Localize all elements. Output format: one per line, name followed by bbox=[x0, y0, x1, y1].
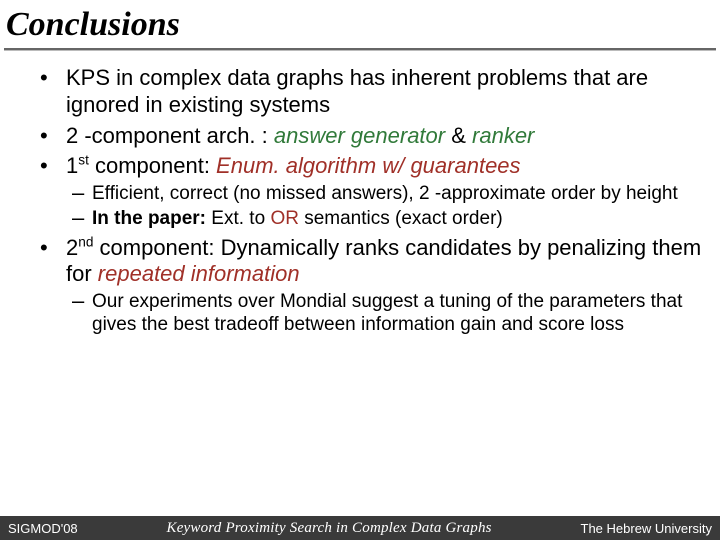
bullet-2-answer-generator: answer generator bbox=[274, 123, 445, 148]
bullet-3-sub-1: Efficient, correct (no missed answers), … bbox=[92, 182, 702, 205]
bullet-3-sub-2: In the paper: Ext. to OR semantics (exac… bbox=[92, 207, 702, 230]
title-divider bbox=[4, 48, 716, 51]
bullet-4-sub-1-text: Our experiments over Mondial suggest a t… bbox=[92, 291, 682, 335]
bullet-3-sub-2-mid: Ext. to bbox=[206, 208, 270, 229]
footer-center: Keyword Proximity Search in Complex Data… bbox=[78, 520, 581, 537]
footer-right: The Hebrew University bbox=[581, 521, 713, 536]
footer-bar: SIGMOD'08 Keyword Proximity Search in Co… bbox=[0, 516, 720, 540]
bullet-3-sup: st bbox=[78, 153, 89, 168]
bullet-4-pre: 2 bbox=[66, 235, 78, 260]
bullet-1-text: KPS in complex data graphs has inherent … bbox=[66, 65, 648, 117]
bullet-3-mid: component: bbox=[89, 153, 216, 178]
bullet-4-sup: nd bbox=[78, 234, 93, 249]
bullet-3-sub-1-text: Efficient, correct (no missed answers), … bbox=[92, 183, 678, 204]
bullet-4: 2nd component: Dynamically ranks candida… bbox=[66, 235, 702, 337]
slide-title: Conclusions bbox=[0, 0, 720, 48]
bullet-3-sub-2-bold: In the paper: bbox=[92, 208, 206, 229]
bullet-3-sub-2-tail: semantics (exact order) bbox=[299, 208, 503, 229]
slide-body: KPS in complex data graphs has inherent … bbox=[0, 65, 720, 337]
bullet-2: 2 -component arch. : answer generator & … bbox=[66, 123, 702, 150]
bullet-3-sublist: Efficient, correct (no missed answers), … bbox=[66, 182, 702, 230]
bullet-4-repeated-info: repeated information bbox=[98, 261, 300, 286]
bullet-list: KPS in complex data graphs has inherent … bbox=[18, 65, 702, 337]
bullet-1: KPS in complex data graphs has inherent … bbox=[66, 65, 702, 119]
footer-left: SIGMOD'08 bbox=[8, 521, 78, 536]
bullet-3-sub-2-or: OR bbox=[270, 208, 299, 229]
bullet-3: 1st component: Enum. algorithm w/ guaran… bbox=[66, 153, 702, 230]
bullet-4-sub-1: Our experiments over Mondial suggest a t… bbox=[92, 290, 702, 336]
bullet-3-enum: Enum. algorithm w/ guarantees bbox=[216, 153, 521, 178]
bullet-2-pre: 2 -component arch. : bbox=[66, 123, 274, 148]
bullet-2-amp: & bbox=[445, 123, 472, 148]
bullet-4-sublist: Our experiments over Mondial suggest a t… bbox=[66, 290, 702, 336]
bullet-2-ranker: ranker bbox=[472, 123, 534, 148]
bullet-3-pre: 1 bbox=[66, 153, 78, 178]
